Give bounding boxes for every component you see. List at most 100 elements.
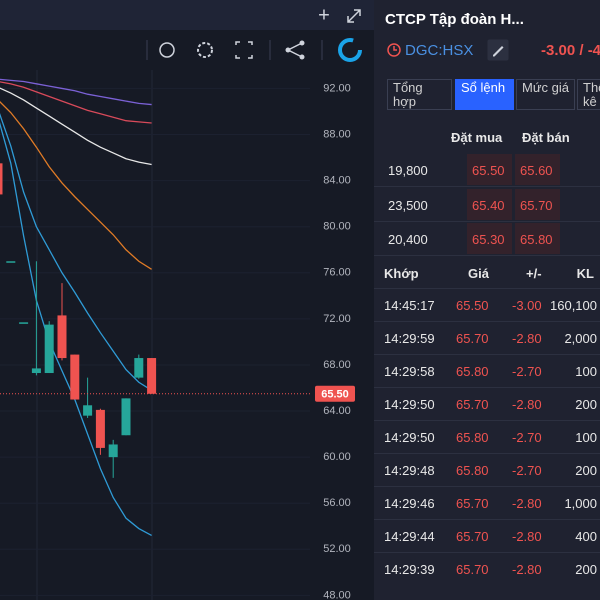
y-tick-label: 72.00	[323, 313, 351, 325]
separator	[374, 354, 600, 355]
candle-body	[31, 368, 41, 374]
candle-body	[19, 322, 29, 324]
bid-volume: 19,800	[388, 163, 428, 178]
candle-body	[70, 354, 80, 400]
trade-price: 65.80	[456, 430, 489, 445]
trade-time: 14:45:17	[384, 298, 435, 313]
trade-volume: 200	[575, 397, 597, 412]
separator	[374, 387, 600, 388]
bid-price: 65.50	[472, 163, 505, 178]
bid-volume: 23,500	[388, 197, 428, 213]
y-tick-label: 52.00	[323, 543, 351, 555]
tab[interactable]: Tổng hợp	[387, 79, 452, 110]
fullscreen-icon[interactable]	[235, 41, 253, 59]
toolbar	[0, 30, 374, 70]
trade-price: 65.70	[456, 397, 489, 412]
add-icon[interactable]: +	[318, 4, 330, 26]
trade-price: 65.70	[456, 529, 489, 544]
moving-average	[0, 81, 152, 124]
column-header: +/-	[526, 266, 542, 281]
separator	[374, 453, 600, 454]
y-tick-label: 76.00	[323, 267, 351, 279]
trade-change: -2.70	[512, 430, 542, 445]
column-header: Đặt mua	[451, 130, 503, 145]
y-tick-label: 64.00	[323, 405, 351, 417]
expand-icon[interactable]	[347, 9, 361, 23]
logo[interactable]	[338, 38, 362, 62]
y-tick-label: 56.00	[323, 497, 351, 509]
moving-average	[0, 78, 152, 106]
candle-body	[0, 163, 3, 195]
ask-price: 65.70	[520, 197, 553, 213]
trade-change: -2.80	[512, 496, 542, 511]
candle-body	[95, 409, 105, 448]
trade-price: 65.80	[456, 463, 489, 478]
trade-time: 14:29:50	[384, 430, 435, 445]
candle-body	[147, 358, 157, 394]
trade-price: 65.70	[456, 331, 489, 346]
trade-change: -2.70	[512, 463, 542, 478]
trade-price: 65.70	[456, 496, 489, 511]
settings-icon[interactable]	[197, 42, 213, 58]
separator	[374, 420, 600, 421]
candle-body	[6, 261, 16, 263]
clock-icon	[387, 43, 401, 57]
separator	[374, 519, 600, 520]
trade-change: -2.70	[512, 364, 542, 379]
trade-volume: 400	[575, 529, 597, 544]
candle-body	[108, 444, 118, 458]
candle-body	[57, 315, 67, 359]
trade-time: 14:29:59	[384, 331, 435, 346]
column-header: KL	[576, 266, 594, 281]
separator	[374, 255, 600, 256]
y-tick-label: 84.00	[323, 175, 351, 187]
row-bg	[515, 188, 560, 220]
separator	[374, 321, 600, 322]
symbol[interactable]: DGC:HSX	[405, 42, 474, 59]
separator	[374, 552, 600, 553]
trade-change: -3.00	[512, 298, 542, 313]
candle-body	[44, 324, 54, 374]
trade-change: -2.80	[512, 331, 542, 346]
trade-volume: 160,100	[550, 298, 597, 313]
y-tick-label: 88.00	[323, 128, 351, 140]
moving-average	[0, 122, 152, 537]
last-price-box	[315, 385, 355, 402]
trade-change: -2.80	[512, 562, 542, 577]
ask-price: 65.80	[520, 232, 553, 247]
trade-volume: 2,000	[564, 331, 597, 346]
separator	[374, 186, 600, 187]
trade-time: 14:29:48	[384, 463, 435, 478]
bid-price: 65.40	[472, 197, 505, 213]
column-header: Khớp	[384, 266, 419, 281]
trade-volume: 100	[575, 430, 597, 445]
y-tick-label: 80.00	[323, 221, 351, 233]
moving-average	[0, 112, 152, 391]
quote-panel: CTCP Tập đoàn H... DGC:HSX -3.00 / -4 Tổ…	[374, 0, 600, 600]
trade-volume: 100	[575, 364, 597, 379]
tab[interactable]: Mức giá	[516, 79, 575, 110]
tab[interactable]: Sổ lệnh	[455, 79, 514, 110]
trade-price: 65.70	[456, 562, 489, 577]
separator	[374, 486, 600, 487]
replay-icon[interactable]	[159, 42, 175, 58]
trade-time: 14:29:44	[384, 529, 435, 544]
share-icon[interactable]	[287, 42, 303, 58]
row-bg	[515, 223, 560, 254]
row-bg	[467, 188, 512, 220]
y-tick-label: 68.00	[323, 359, 351, 371]
trade-time: 14:29:46	[384, 496, 435, 511]
price-change: -3.00 / -4	[541, 42, 600, 59]
y-tick-label: 92.00	[323, 82, 351, 94]
tab[interactable]: Thống kê	[577, 79, 600, 110]
y-tick-label: 60.00	[323, 451, 351, 463]
column-header: Đặt bán	[522, 130, 570, 145]
edit-icon[interactable]	[487, 39, 509, 61]
bid-volume: 20,400	[388, 232, 428, 247]
trade-volume: 1,000	[564, 496, 597, 511]
column-header: Giá	[468, 266, 489, 281]
trade-time: 14:29:58	[384, 364, 435, 379]
trade-price: 65.50	[456, 298, 489, 313]
top-bar	[0, 0, 374, 30]
